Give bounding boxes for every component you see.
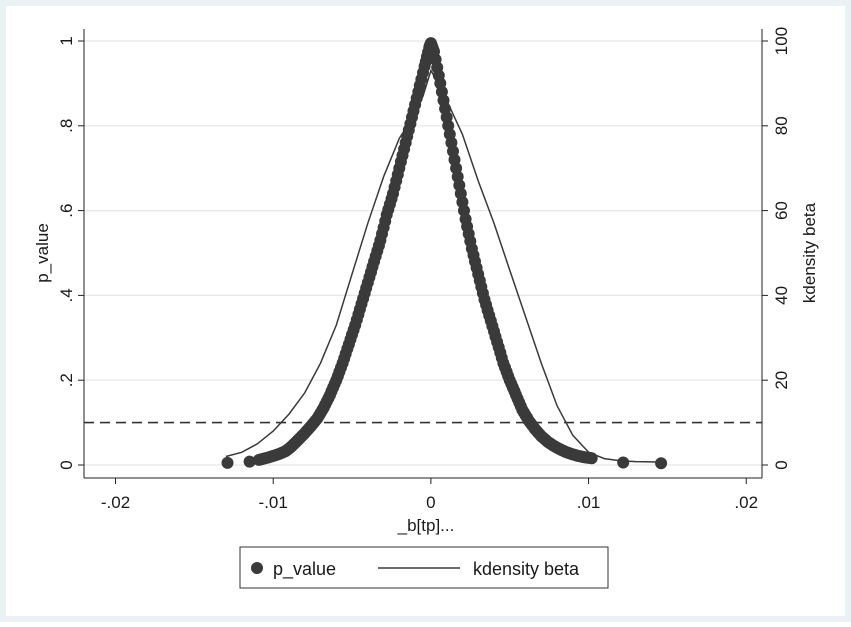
x-tick-label-0: -.02 — [101, 493, 130, 512]
p-value-point-fill-17-3 — [360, 282, 373, 294]
p-value-point-fill-35-3 — [464, 235, 477, 248]
p-value-point-fill-38-3 — [483, 309, 496, 322]
p-value-point-fill-37-3 — [476, 287, 489, 300]
p-value-point-fill-40-3 — [495, 351, 508, 364]
y-axis-label-left: p_value — [33, 223, 52, 283]
y-axis-label-right: kdensity beta — [800, 202, 819, 303]
p-value-point-fill-16-3 — [353, 303, 366, 316]
p-value-point-fill-21-3 — [385, 192, 398, 205]
y-tick-label-right-2: 40 — [772, 286, 791, 305]
p-value-point-fill-18-3 — [366, 260, 379, 273]
x-tick-label-4: .02 — [734, 493, 758, 512]
y-tick-label-left-3: .6 — [57, 204, 76, 218]
y-tick-label-right-0: 0 — [772, 460, 791, 469]
p-value-point-fill-32-3 — [445, 136, 458, 149]
p-value-point-fill-23-3 — [398, 143, 411, 156]
grid-layer — [84, 40, 762, 466]
y-tick-label-right-1: 20 — [772, 371, 791, 390]
p-value-point-fill-26-3 — [417, 66, 429, 79]
y-tick-label-right-4: 80 — [772, 116, 791, 135]
p-value-point-fill-33-3 — [451, 170, 464, 183]
x-tick-label-2: 0 — [426, 493, 435, 512]
y-tick-label-left-5: 1 — [57, 36, 76, 45]
p-value-point-fill-20-3 — [379, 215, 392, 228]
tick-label-layer: 0 .2 .4 .6 .8 1 0 20 40 60 80 100 -.02 -.01 0 .01 .02 — [57, 27, 791, 512]
x-tick-label-1: -.01 — [259, 493, 288, 512]
p-value-point-fill-29-3 — [427, 43, 440, 56]
axes-layer — [83, 29, 763, 479]
x-axis-label: _b[tp]... — [397, 516, 455, 535]
y-tick-label-left-4: .8 — [57, 119, 76, 133]
y-tick-label-left-2: .4 — [57, 288, 76, 302]
p-value-point-fill-54-3 — [584, 452, 597, 464]
y-tick-label-left-1: .2 — [57, 373, 76, 387]
p-value-point-56 — [617, 456, 630, 469]
p-value-point-fill-31-3 — [439, 102, 452, 115]
legend-label-kdensity: kdensity beta — [473, 559, 580, 579]
p-value-point-fill-39-3 — [489, 330, 502, 343]
legend-marker-p-value — [251, 562, 263, 574]
p-value-point-fill-36-3 — [470, 261, 483, 274]
p-value-point-fill-19-3 — [372, 239, 385, 252]
legend-label-p-value: p_value — [273, 559, 336, 580]
scatter-layer — [221, 37, 668, 470]
p-value-point-0 — [221, 456, 234, 469]
p-value-point-fill-34-3 — [458, 204, 470, 217]
y-tick-label-right-3: 60 — [772, 201, 791, 220]
x-tick-label-3: .01 — [577, 493, 601, 512]
p-value-point-57 — [655, 457, 668, 470]
p-value-point-fill-14-3 — [341, 342, 354, 355]
y-tick-label-right-5: 100 — [772, 27, 791, 55]
legend: p_value kdensity beta — [239, 546, 609, 589]
p-value-point-fill-22-3 — [391, 168, 404, 181]
y-tick-label-left-0: 0 — [57, 460, 76, 469]
p-value-point-fill-13-3 — [335, 361, 347, 374]
p-value-point-1 — [243, 455, 256, 468]
plot-area — [84, 29, 762, 478]
p-value-point-fill-30-3 — [432, 69, 445, 82]
p-value-point-fill-15-3 — [347, 323, 360, 336]
p-value-point-fill-25-3 — [410, 92, 423, 105]
p-value-point-fill-24-3 — [404, 117, 417, 130]
